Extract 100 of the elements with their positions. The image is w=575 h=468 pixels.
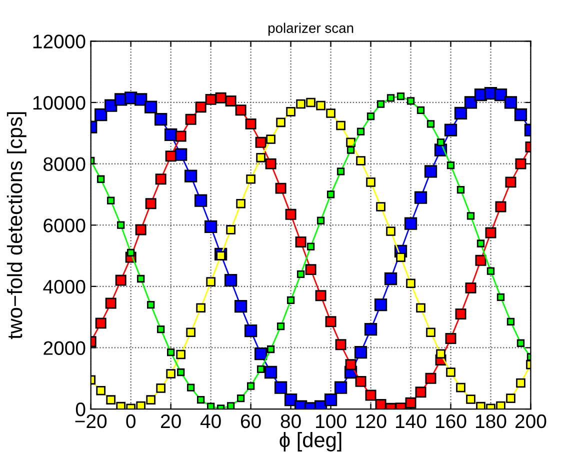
point — [414, 191, 428, 204]
point — [175, 130, 186, 142]
point — [406, 278, 416, 288]
point — [154, 113, 168, 126]
point — [384, 272, 398, 286]
point — [476, 240, 485, 248]
point — [516, 339, 525, 347]
point — [424, 165, 438, 178]
y-tick-label: 12000 — [33, 34, 86, 48]
point — [446, 368, 456, 377]
point — [494, 88, 508, 102]
point — [104, 99, 118, 112]
point — [135, 224, 146, 236]
point — [244, 324, 258, 338]
point — [466, 212, 475, 220]
point — [326, 190, 335, 198]
point — [405, 397, 416, 408]
point — [306, 98, 316, 108]
point — [505, 176, 516, 188]
point — [254, 348, 268, 360]
point — [226, 402, 235, 410]
point — [117, 221, 125, 229]
point — [324, 394, 338, 406]
point — [276, 118, 286, 128]
point — [345, 359, 356, 370]
point — [197, 396, 205, 404]
point — [296, 99, 306, 109]
x-tick-label: −20 — [75, 414, 107, 428]
point — [365, 390, 376, 401]
point — [506, 394, 516, 403]
point — [456, 186, 465, 194]
point — [116, 402, 126, 410]
y-tick-label: 2000 — [44, 341, 86, 355]
point — [356, 156, 366, 166]
point — [466, 394, 476, 404]
point — [96, 386, 106, 396]
point — [224, 274, 238, 287]
point — [326, 108, 336, 118]
point — [386, 94, 395, 102]
point — [496, 401, 506, 410]
point — [204, 220, 218, 233]
point — [225, 95, 236, 106]
point — [195, 102, 206, 113]
point — [305, 264, 316, 276]
point — [486, 267, 495, 275]
point — [266, 134, 276, 144]
point — [376, 100, 385, 108]
point — [94, 108, 108, 122]
point — [515, 158, 526, 170]
point — [184, 170, 198, 182]
point — [446, 162, 455, 170]
point — [106, 395, 116, 404]
point — [185, 114, 196, 125]
point — [334, 381, 348, 394]
point — [406, 97, 415, 105]
x-tick-label: 20 — [160, 414, 181, 428]
point — [147, 300, 155, 309]
y-axis-title: two−fold detections [cps] — [6, 112, 26, 340]
point — [186, 328, 196, 338]
point — [425, 372, 436, 384]
point — [315, 290, 326, 302]
point — [416, 106, 425, 114]
point — [504, 96, 518, 109]
point — [436, 349, 446, 359]
point — [376, 202, 386, 212]
point — [354, 346, 368, 359]
point — [336, 120, 346, 130]
point — [366, 112, 375, 120]
point — [146, 395, 156, 404]
point — [166, 369, 176, 378]
x-tick-label: 60 — [240, 414, 261, 428]
point — [496, 293, 505, 301]
point — [246, 174, 256, 184]
point — [127, 248, 135, 257]
point — [485, 227, 496, 238]
point — [115, 274, 126, 286]
point — [136, 401, 146, 410]
point — [107, 196, 115, 204]
point — [346, 146, 355, 154]
point — [206, 277, 216, 286]
point — [226, 225, 236, 234]
point — [444, 124, 458, 136]
point — [426, 328, 436, 338]
point — [95, 318, 106, 329]
point — [306, 242, 315, 250]
point — [157, 326, 165, 334]
point — [465, 282, 476, 294]
point — [514, 108, 528, 122]
point — [375, 398, 386, 410]
point — [286, 296, 295, 304]
point — [137, 274, 145, 283]
point — [366, 178, 376, 187]
point — [286, 107, 296, 116]
x-tick-label: 80 — [280, 414, 301, 428]
point — [196, 303, 206, 313]
y-tick-label: 0 — [76, 402, 86, 416]
point — [245, 118, 256, 130]
point — [396, 252, 406, 262]
point — [264, 366, 278, 379]
point — [296, 270, 305, 278]
